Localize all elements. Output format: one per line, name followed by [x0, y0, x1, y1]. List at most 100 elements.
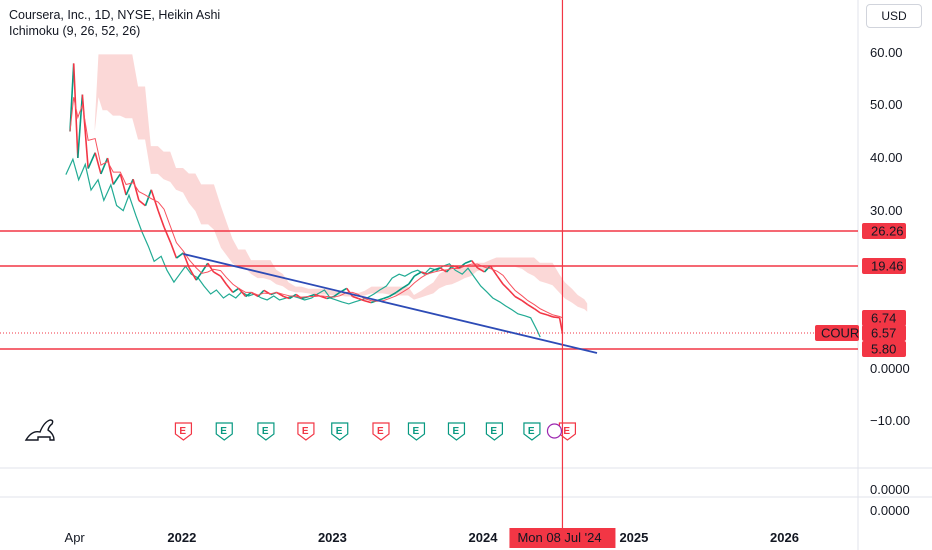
- price-segment: [112, 173, 121, 185]
- y-tick-label: 0.0000: [870, 361, 910, 376]
- price-segment: [207, 262, 215, 273]
- split-marker: [546, 423, 563, 439]
- price-segment: [188, 267, 197, 281]
- earnings-icon: [523, 422, 541, 441]
- price-segment: [175, 252, 184, 259]
- price-segment: [87, 152, 96, 169]
- price-segment: [157, 210, 165, 228]
- earnings-letter: E: [452, 426, 459, 437]
- price-segment: [401, 283, 410, 290]
- earnings-letter: E: [377, 426, 384, 437]
- price-segment: [81, 94, 89, 169]
- price-segment: [521, 299, 529, 306]
- price-segment: [533, 308, 541, 314]
- price-segment: [169, 242, 178, 259]
- price-segment: [100, 157, 109, 175]
- price-segment: [352, 295, 359, 300]
- price-segment: [546, 314, 554, 318]
- price-segment: [320, 295, 328, 300]
- y-tick-label: 60.00: [870, 45, 903, 60]
- earnings-letter: E: [220, 426, 227, 437]
- earnings-icon: [485, 422, 504, 441]
- dino-icon: [24, 419, 55, 441]
- lagging-span: [65, 157, 541, 338]
- price-segment: [144, 189, 153, 206]
- price-segment: [257, 289, 265, 298]
- ichimoku-cloud: [94, 54, 588, 312]
- price-segment: [213, 271, 221, 277]
- x-tick-label: 2023: [318, 530, 347, 545]
- price-segment: [132, 178, 140, 201]
- trendline-drawing: [183, 253, 598, 354]
- earnings-letter: E: [563, 426, 570, 437]
- price-segment: [77, 94, 84, 159]
- crosshair: Mon 08 Jul '24: [509, 0, 616, 548]
- crosshair-date-bg: [509, 528, 616, 548]
- price-label-bg: [862, 310, 906, 326]
- price-segment: [358, 297, 365, 302]
- price-segment: [363, 299, 372, 304]
- earnings-icon: [257, 422, 275, 441]
- x-tick-label: 2026: [770, 530, 799, 545]
- price-label: 5.80: [871, 342, 896, 357]
- price-segment: [195, 271, 203, 281]
- price-segment: [163, 226, 172, 243]
- earnings-letter: E: [490, 426, 497, 437]
- earnings-letter: E: [336, 426, 343, 437]
- price-segment: [502, 283, 510, 291]
- price-segment: [333, 291, 341, 298]
- x-tick-label: Apr: [65, 530, 86, 545]
- earnings-letter: E: [528, 426, 535, 437]
- y-tick-label: 30.00: [870, 203, 903, 218]
- price-segment: [232, 287, 240, 294]
- x-tick-label: 2024: [469, 530, 499, 545]
- price-segment: [201, 262, 209, 273]
- price-label: 6.57: [871, 326, 896, 341]
- cloud-area: [94, 54, 588, 312]
- y-tick-label: 50.00: [870, 97, 903, 112]
- chart-title: Coursera, Inc., 1D, NYSE, Heikin Ashi: [9, 8, 221, 22]
- price-segment: [464, 259, 473, 264]
- price-label-bg: [862, 341, 906, 357]
- earnings-icon: [297, 422, 315, 441]
- indicator-label[interactable]: Ichimoku (9, 26, 52, 26): [9, 24, 141, 38]
- price-segment: [219, 275, 227, 285]
- price-label-bg: [862, 258, 906, 274]
- lower-pane-tick: 0.0000: [870, 482, 910, 497]
- price-label-bg: [862, 325, 906, 341]
- price-label: 26.26: [871, 224, 904, 239]
- x-tick-label: 2022: [167, 530, 196, 545]
- price-segment: [539, 312, 548, 316]
- earnings-icon: [447, 422, 466, 441]
- earnings-icon: [174, 422, 193, 441]
- x-tick-label: 2025: [619, 530, 648, 545]
- trendline: [183, 253, 598, 354]
- earnings-icon: [215, 422, 233, 441]
- earnings-letter: E: [412, 426, 419, 437]
- price-segment: [138, 199, 146, 207]
- price-segment: [433, 267, 441, 271]
- price-segment: [119, 173, 127, 196]
- earnings-letter: E: [179, 426, 186, 437]
- earnings-icon: [407, 422, 426, 441]
- price-segment: [496, 275, 504, 285]
- price-segment: [238, 287, 247, 298]
- symbol-tag-bg: [815, 325, 859, 341]
- price-segment: [552, 316, 560, 319]
- horizontal-levels: 26.26 19.46 6.746.575.80 COUR: [0, 223, 906, 357]
- earnings-letter: E: [302, 426, 309, 437]
- price-segment: [421, 271, 428, 275]
- price-segment: [72, 63, 79, 159]
- currency-button[interactable]: USD: [866, 4, 922, 28]
- price-axis: 60.00 50.00 40.00 30.00 0.0000 −10.00 0.0000 0.…: [870, 45, 910, 518]
- price-segment: [388, 291, 397, 298]
- crosshair-date-label: Mon 08 Jul '24: [517, 530, 601, 545]
- price-segment: [489, 265, 498, 277]
- time-axis: Apr 2022 2023 2024 2025 2026: [65, 530, 799, 545]
- y-tick-label: 40.00: [870, 150, 903, 165]
- price-segment: [527, 303, 535, 310]
- price-segment: [508, 289, 516, 298]
